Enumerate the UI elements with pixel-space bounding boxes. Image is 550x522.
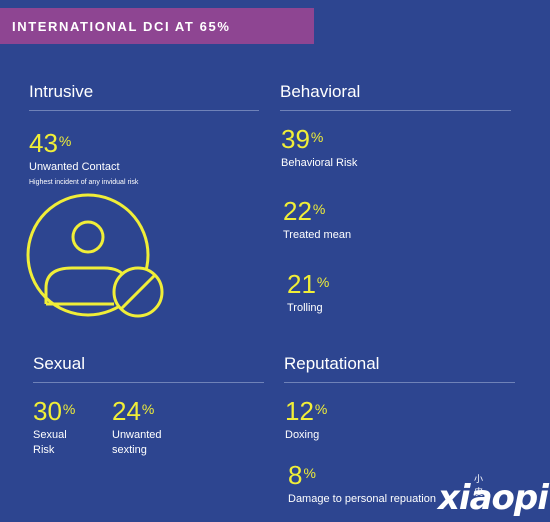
stat-label: Sexual bbox=[33, 429, 67, 441]
stat-unit: % bbox=[141, 401, 155, 417]
watermark-cn-text: 小皮 bbox=[474, 475, 484, 498]
stat-label: sexting bbox=[112, 444, 147, 456]
stat-unit: % bbox=[62, 401, 76, 417]
section-title-behavioral: Behavioral bbox=[280, 82, 361, 101]
stat-unit: % bbox=[316, 274, 330, 290]
section-title-intrusive: Intrusive bbox=[29, 82, 94, 101]
stat-value: 39 bbox=[281, 124, 310, 154]
stat-sexual-risk: 30% Sexual Risk bbox=[33, 398, 75, 458]
stat-trolling: 21% Trolling bbox=[287, 271, 329, 316]
stat-value: 22 bbox=[283, 196, 312, 226]
stat-value: 43 bbox=[29, 128, 58, 158]
stat-label: Damage to personal repuation bbox=[288, 493, 436, 505]
stat-value: 12 bbox=[285, 396, 314, 426]
stat-damage-reputation: 8% Damage to personal repuation bbox=[288, 462, 436, 507]
section-title-reputational: Reputational bbox=[284, 354, 380, 373]
title-banner: INTERNATIONAL DCI AT 65% bbox=[0, 8, 314, 44]
section-title-sexual: Sexual bbox=[33, 354, 85, 373]
divider bbox=[33, 382, 264, 383]
stat-label: Treated mean bbox=[283, 229, 352, 241]
divider bbox=[29, 110, 259, 111]
blocked-person-icon bbox=[26, 193, 164, 318]
divider bbox=[280, 110, 511, 111]
stat-value: 24 bbox=[112, 396, 141, 426]
stat-label: Unwanted bbox=[112, 429, 162, 441]
stat-unit: % bbox=[312, 201, 326, 217]
stat-unit: % bbox=[58, 133, 72, 149]
stat-label: Doxing bbox=[285, 429, 320, 441]
stat-unit: % bbox=[310, 129, 324, 145]
stat-value: 21 bbox=[287, 269, 316, 299]
stat-label: Behavioral Risk bbox=[281, 157, 358, 169]
stat-label: Unwanted Contact bbox=[29, 161, 120, 173]
stat-unit: % bbox=[303, 465, 316, 481]
stat-doxing: 12% Doxing bbox=[285, 398, 327, 443]
stat-value: 8 bbox=[288, 460, 303, 490]
divider bbox=[284, 382, 515, 383]
stat-unwanted-contact: 43% Unwanted Contact Highest incident of… bbox=[29, 130, 138, 186]
stat-note: Highest incident of any invidual risk bbox=[29, 179, 139, 186]
stat-behavioral-risk: 39% Behavioral Risk bbox=[281, 126, 357, 171]
stat-unit: % bbox=[314, 401, 328, 417]
stat-label: Trolling bbox=[287, 302, 323, 314]
watermark-text: xiaopi bbox=[438, 478, 549, 518]
stat-label: Risk bbox=[33, 444, 55, 456]
stat-value: 30 bbox=[33, 396, 62, 426]
banner-title: INTERNATIONAL DCI AT 65% bbox=[12, 18, 231, 34]
stat-treated-mean: 22% Treated mean bbox=[283, 198, 351, 243]
stat-unwanted-sexting: 24% Unwanted sexting bbox=[112, 398, 162, 458]
